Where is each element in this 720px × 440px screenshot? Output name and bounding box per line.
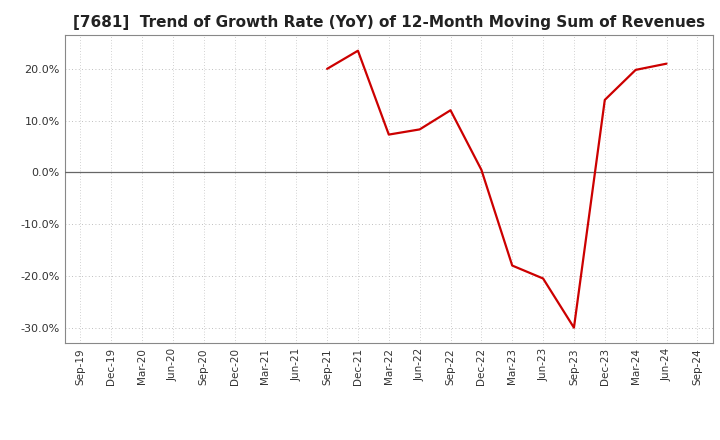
Title: [7681]  Trend of Growth Rate (YoY) of 12-Month Moving Sum of Revenues: [7681] Trend of Growth Rate (YoY) of 12-… bbox=[73, 15, 705, 30]
